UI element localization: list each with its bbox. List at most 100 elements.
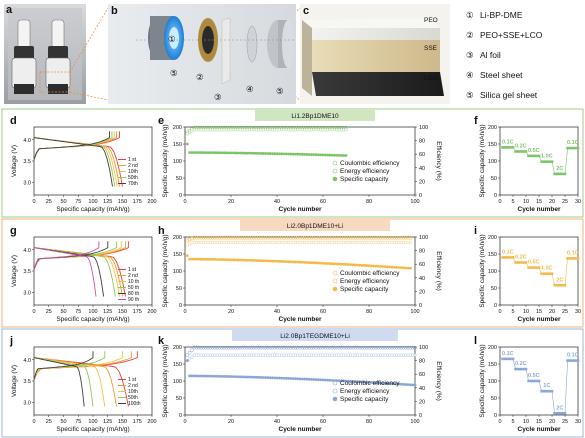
data-point [378,345,383,350]
rate-label: 0.1C [502,139,514,145]
data-point [553,412,556,415]
data-point [240,345,245,350]
data-point [360,345,364,350]
data-point [317,261,320,265]
data-point [516,261,520,264]
legend-label: Energy efficiency [340,278,390,285]
y2-tick-label: 20 [419,399,425,405]
data-point [312,378,316,381]
data-point [383,381,387,385]
series-energy-efficiency [185,128,348,136]
data-point [197,374,201,378]
data-point [501,146,504,149]
data-point [185,142,189,146]
data-point [206,235,210,240]
diagram-num-2: ② [196,72,204,82]
data-point [236,375,240,379]
data-point [540,272,543,276]
data-point [330,345,335,350]
y-tick-label: 3.5 [23,269,31,275]
legend-label: 1 st [128,267,137,273]
data-point [185,254,189,258]
data-point [348,345,353,350]
y2-tick-label: 0 [419,413,422,419]
data-point [203,345,208,350]
data-point [226,235,231,240]
data-point [196,345,201,350]
legend-label: 70th [128,181,138,187]
data-point [202,374,205,378]
data-point [540,389,543,393]
data-point [527,154,530,158]
legend-label: Energy efficiency [340,168,390,175]
data-point [509,357,512,361]
data-point [234,151,238,155]
data-point [326,153,329,157]
y2-tick-label: 20 [419,289,425,295]
data-point [576,257,580,260]
data-point [185,238,190,243]
data-point [303,377,306,381]
data-point [201,345,206,350]
data-point [287,377,290,380]
data-point [287,260,290,264]
x-tick-label: 40 [274,419,280,425]
data-point [563,283,567,287]
data-point [261,259,265,263]
y2-tick-label: 80 [419,249,425,255]
data-point [397,382,401,386]
data-point [275,345,279,350]
data-point [532,379,536,383]
x-axis-title: Specific capacity (mAh/g) [56,206,129,213]
data-point [548,160,551,163]
data-point [399,382,403,386]
data-point [363,380,366,384]
data-point [190,129,194,133]
data-point [344,235,348,240]
data-point [328,235,332,240]
data-point [233,235,238,240]
data-point [188,374,192,378]
data-point [305,261,309,264]
data-point [386,265,389,269]
data-point [247,235,252,240]
data-point [213,235,217,240]
data-point [213,345,217,350]
data-point [545,160,549,163]
data-point [314,345,318,350]
data-point [250,151,254,155]
data-point [272,235,277,240]
data-point [328,262,332,265]
data-point [337,153,341,157]
data-point [314,378,318,381]
data-point [381,381,385,385]
data-point [369,264,373,268]
data-point [380,235,385,240]
y2-tick-label: 100 [419,345,428,351]
data-point [542,389,546,393]
data-point [558,172,562,176]
data-point [288,345,293,350]
panel-label-j: j [9,335,13,347]
y-tick-label: 0 [494,193,497,199]
data-point [208,235,213,240]
x-tick-label: 200 [147,309,156,315]
data-point [217,235,222,240]
data-point [404,266,408,270]
charge-curve-70th [33,131,110,160]
data-point [357,235,362,240]
data-point [349,379,352,383]
data-point [318,235,323,240]
data-point [524,367,528,371]
data-point [265,345,270,350]
data-point [369,345,374,350]
data-point [241,151,244,155]
y-tick-label: 100 [488,269,497,275]
data-point [339,235,344,240]
data-point [261,376,265,379]
legend-label: Specific capacity [340,396,389,403]
data-point [571,359,575,362]
data-point [245,345,249,350]
data-point [241,375,244,379]
data-point [185,353,190,358]
